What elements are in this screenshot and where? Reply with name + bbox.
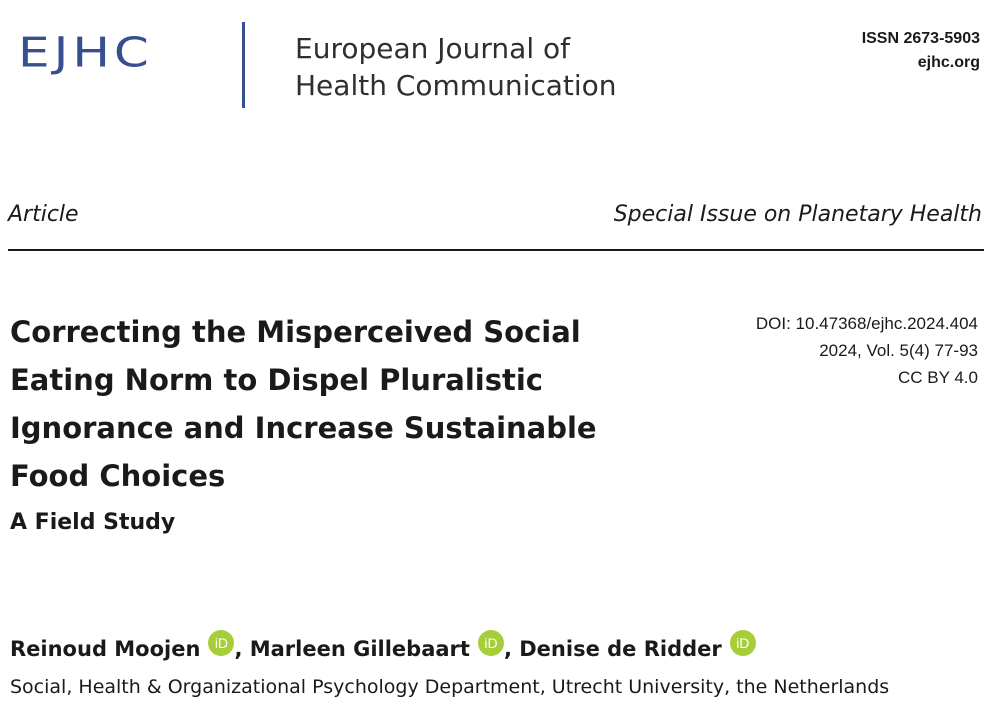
header-rule: [8, 249, 984, 251]
affiliation: Social, Health & Organizational Psycholo…: [10, 676, 890, 698]
author-name: Reinoud Moojen: [10, 637, 201, 661]
title-line: Ignorance and Increase Sustainable: [10, 411, 597, 445]
title-line: Food Choices: [10, 459, 226, 493]
author-list: Reinoud Moojen iD , Marleen Gillebaart i…: [10, 630, 756, 662]
issn-block: ISSN 2673-5903 ejhc.org: [862, 27, 980, 75]
journal-name-line2: Health Communication: [295, 69, 617, 102]
author: Reinoud Moojen iD: [10, 630, 235, 662]
website-link[interactable]: ejhc.org: [917, 54, 980, 71]
article-type: Article: [8, 202, 79, 227]
journal-name-line1: European Journal of: [295, 32, 570, 65]
article-subtitle: A Field Study: [10, 510, 176, 535]
author-separator: ,: [503, 637, 520, 661]
orcid-icon[interactable]: iD: [208, 630, 235, 656]
doi-link[interactable]: DOI: 10.47368/ejhc.2024.404: [755, 314, 978, 333]
logo-divider: [242, 22, 245, 108]
author-separator: ,: [234, 637, 250, 661]
article-meta: DOI: 10.47368/ejhc.2024.404 2024, Vol. 5…: [756, 310, 978, 391]
article-title: Correcting the Misperceived Social Eatin…: [10, 308, 610, 500]
license: CC BY 4.0: [897, 368, 978, 387]
journal-logo: EJHC: [18, 28, 153, 77]
author: Marleen Gillebaart iD: [249, 630, 504, 662]
orcid-icon[interactable]: iD: [729, 630, 756, 656]
journal-name: European Journal of Health Communication: [295, 30, 617, 104]
author-name: Marleen Gillebaart: [249, 637, 470, 661]
title-line: Correcting the Misperceived Social: [10, 315, 581, 349]
author-name: Denise de Ridder: [519, 637, 722, 661]
issn: ISSN 2673-5903: [861, 30, 980, 47]
orcid-icon[interactable]: iD: [477, 630, 504, 656]
author: Denise de Ridder iD: [519, 630, 756, 662]
volume-info: 2024, Vol. 5(4) 77-93: [819, 341, 978, 360]
special-issue: Special Issue on Planetary Health: [613, 202, 982, 227]
title-line: Eating Norm to Dispel Pluralistic: [10, 363, 543, 397]
